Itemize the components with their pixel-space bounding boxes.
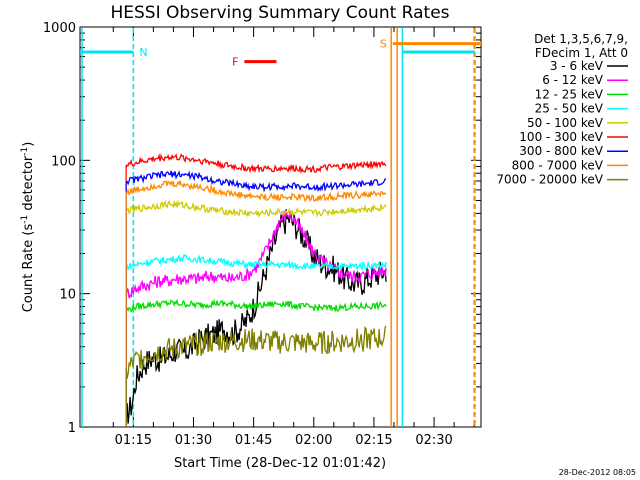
series-line (125, 298, 387, 313)
x-tick-label: 01:15 (115, 433, 152, 448)
legend-header-line2: FDecim 1, Att 0 (535, 46, 628, 60)
series-line (125, 209, 387, 424)
series-line (125, 152, 387, 174)
series-line (125, 325, 387, 379)
legend-entry-label: 3 - 6 keV (550, 59, 604, 73)
chart-title: HESSI Observing Summary Count Rates (110, 3, 449, 23)
series-line (125, 179, 387, 203)
x-tick-label: 01:30 (175, 433, 212, 448)
legend-entry-label: 6 - 12 keV (542, 73, 604, 87)
series-line (125, 199, 387, 218)
series-line (125, 210, 387, 299)
annotation-bars: N F S (80, 38, 481, 69)
footer-timestamp: 28-Dec-2012 08:05 (559, 468, 636, 477)
legend-entry-label: 12 - 25 keV (535, 87, 604, 101)
legend-entry-label: 7000 - 20000 keV (496, 173, 603, 187)
legend: Det 1,3,5,6,7,9, FDecim 1, Att 0 3 - 6 k… (496, 32, 628, 187)
x-tick-label: 01:45 (235, 433, 272, 448)
legend-entry-label: 25 - 50 keV (535, 102, 604, 116)
legend-header-line1: Det 1,3,5,6,7,9, (534, 32, 628, 46)
legend-entry-label: 50 - 100 keV (527, 116, 604, 130)
series-lines (125, 152, 387, 427)
annotation-label: S (380, 38, 387, 51)
series-line (125, 253, 387, 272)
legend-entry-label: 300 - 800 keV (519, 144, 603, 158)
y-tick-label: 1000 (43, 21, 76, 36)
x-tick-label: 02:30 (415, 433, 452, 448)
y-axis: 1 10 100 1000 (43, 21, 481, 436)
x-axis: 01:15 01:30 01:45 02:00 02:15 02:30 (112, 27, 475, 448)
legend-entry-label: 100 - 300 keV (519, 130, 603, 144)
plot-frame (79, 26, 482, 428)
y-tick-label: 1 (68, 421, 76, 436)
x-axis-label: Start Time (28-Dec-12 01:01:42) (174, 456, 386, 471)
y-tick-label: 100 (51, 154, 76, 169)
x-tick-label: 02:15 (355, 433, 392, 448)
series-line (125, 170, 387, 193)
annotation-label: N (139, 46, 147, 59)
y-axis-label: Count Rate (s-1 detector-1) (20, 142, 36, 313)
x-tick-label: 02:00 (295, 433, 332, 448)
y-tick-label: 10 (59, 288, 76, 303)
legend-entry-label: 800 - 7000 keV (512, 158, 604, 172)
annotation-label: F (232, 56, 238, 69)
